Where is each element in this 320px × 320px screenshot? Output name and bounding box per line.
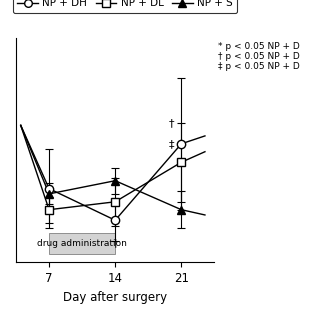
Text: ‡: ‡ [169, 139, 175, 149]
X-axis label: Day after surgery: Day after surgery [63, 291, 167, 304]
Text: drug administration: drug administration [37, 239, 127, 248]
Text: * p < 0.05 NP + D
† p < 0.05 NP + D
‡ p < 0.05 NP + D: * p < 0.05 NP + D † p < 0.05 NP + D ‡ p … [218, 42, 299, 71]
Bar [49, 233, 115, 254]
Text: †: † [112, 239, 118, 249]
Text: †: † [169, 118, 175, 128]
Legend: NP + DH, NP + DL, NP + S: NP + DH, NP + DL, NP + S [13, 0, 237, 13]
